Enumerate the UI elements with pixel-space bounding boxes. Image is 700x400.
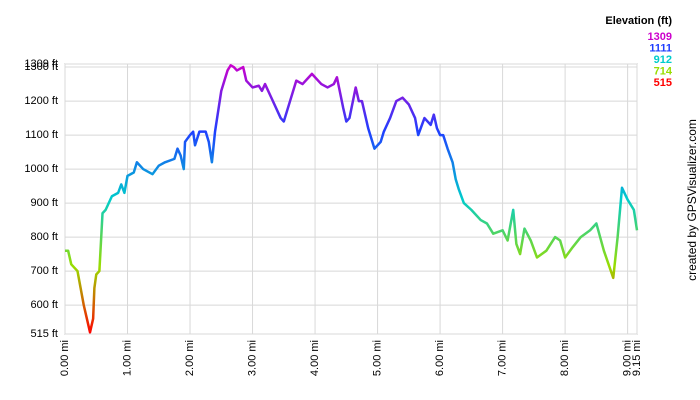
y-tick-label: 600 ft	[30, 299, 58, 311]
credit: created by GPSVisualizer.com	[685, 119, 699, 281]
y-tick-label: 900 ft	[30, 197, 58, 209]
y-tick-label: 1000 ft	[24, 163, 58, 175]
legend-value: 1111	[649, 42, 672, 54]
x-tick-label: 2.00 mi	[184, 340, 196, 376]
x-tick-label: 5.00 mi	[371, 340, 383, 376]
legend-value: 912	[654, 54, 672, 66]
y-tick-label: 700 ft	[30, 265, 58, 277]
x-tick-label: 6.00 mi	[434, 340, 446, 376]
legend-title: Elevation (ft)	[605, 15, 672, 27]
y-tick-label: 1100 ft	[25, 129, 58, 141]
x-tick-label: 9.15 mi	[631, 340, 643, 376]
x-tick-label: 8.00 mi	[559, 340, 571, 376]
x-tick-label: 7.00 mi	[497, 340, 509, 376]
y-tick-label: 515 ft	[30, 328, 58, 340]
x-tick-label: 3.00 mi	[246, 340, 258, 376]
legend-value: 515	[654, 77, 672, 89]
x-tick-label: 0.00 mi	[59, 340, 71, 376]
y-tick-label: 1200 ft	[24, 95, 58, 107]
y-tick-label: 1309 ft	[24, 58, 58, 70]
x-tick-label: 4.00 mi	[309, 340, 321, 376]
y-tick-label: 800 ft	[30, 231, 58, 243]
legend-value: 714	[654, 65, 673, 77]
x-tick-label: 1.00 mi	[121, 340, 133, 376]
elevation-line	[65, 64, 639, 334]
legend-value: 1309	[648, 31, 672, 43]
y-tick-label: 1300 ft	[24, 61, 58, 73]
x-tick-label: 9.00 mi	[622, 340, 634, 376]
